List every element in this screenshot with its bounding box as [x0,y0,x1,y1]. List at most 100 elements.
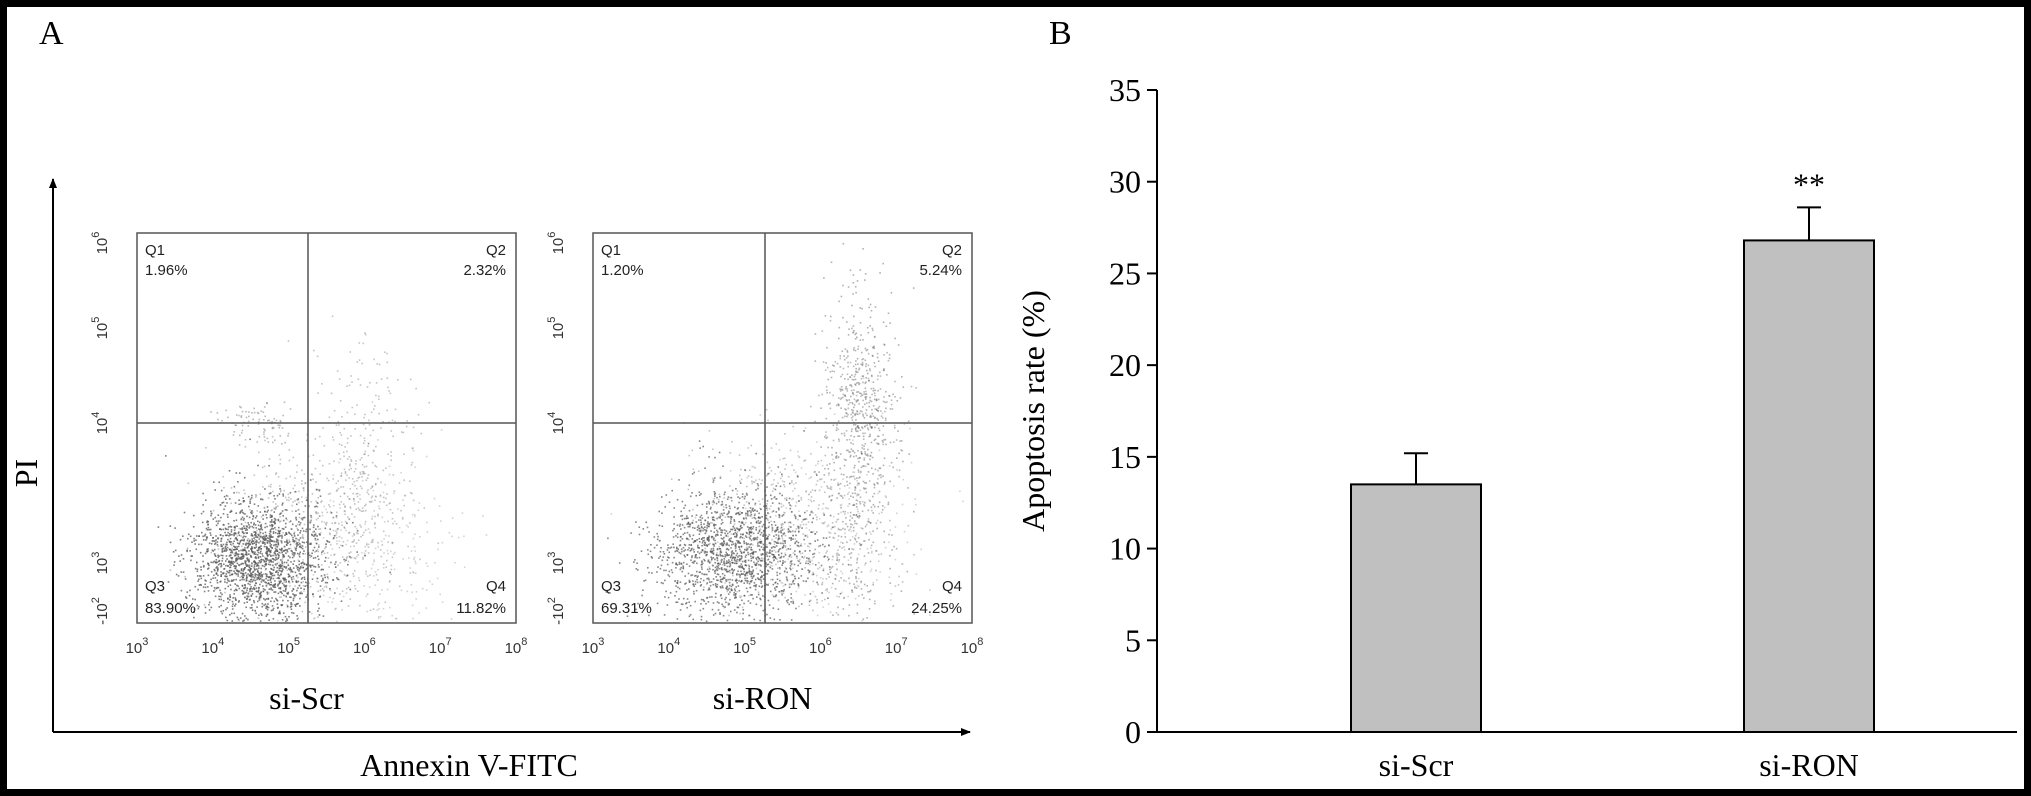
flow-dot [289,606,292,608]
flow-dot [779,572,781,575]
flow-dot [242,556,245,558]
flow-dot [864,451,866,453]
flow-dot [204,583,206,586]
flow-dot [774,531,777,534]
flow-dot [273,584,276,587]
flow-dot [186,549,188,552]
flow-dot [776,582,779,585]
flow-dot [372,563,374,566]
flow-dot [309,564,311,566]
flow-dot [668,557,670,559]
flow-dot [236,589,238,592]
flow-dot [358,577,360,579]
flow-dot [317,392,319,394]
flow-dot [718,493,721,496]
flow-dot [720,529,722,531]
flow-dot [642,589,644,591]
flow-dot [737,512,739,515]
flow-dot [207,550,209,552]
flow-dot [274,508,276,510]
flow-dot [250,541,253,544]
flow-dot [303,576,306,579]
flow-dot [740,566,742,569]
flow-dot [704,541,706,544]
flow-dot [746,512,748,514]
flow-dot [295,510,297,512]
flow-dot [716,552,718,554]
flow-dot [740,546,743,548]
flow-dot [822,522,825,525]
flow-dot [755,479,757,482]
flow-dot [235,512,237,514]
flow-dot [198,575,201,577]
flow-dot [244,572,247,574]
flow-dot [377,513,379,516]
flow-dot [244,596,246,599]
flow-dot [362,510,365,512]
flow-dot [688,534,691,536]
flow-dot [274,547,277,550]
flow-dot [754,517,757,520]
flow-dot [716,573,719,575]
flow-dot [706,551,708,553]
flow-dot [607,537,609,540]
flow-dot [165,455,167,457]
flow-dot [782,533,784,535]
flow-dot [367,528,370,530]
flow-dot [255,595,258,598]
flow-dot [277,519,280,522]
flow-dot [356,487,358,490]
flow-dot [251,580,254,583]
flow-dot [882,321,885,324]
flow-dot [795,501,798,504]
flow-dot [786,578,788,580]
flow-dot [794,577,796,580]
flow-dot [451,517,454,519]
flow-dot [779,619,781,621]
flow-dot [225,608,227,611]
flow-dot [730,496,733,499]
flow-dot [860,571,863,573]
flow-dot [217,545,219,547]
flow-dot [738,580,740,582]
flow-dot [756,562,758,564]
flow-dot [246,596,249,599]
flow-dot [383,501,385,503]
flow-dot [783,533,785,536]
flow-dot [834,578,837,580]
flow-dot [835,563,838,565]
flow-dot [234,552,237,554]
flow-dot [792,425,794,428]
flow-dot [686,523,688,525]
flow-dot [791,481,793,484]
flow-dot [336,578,339,581]
flow-dot [701,572,703,575]
flow-dot [222,554,224,557]
flow-dot [756,572,759,575]
flow-dot [804,535,807,537]
flow-dot [319,534,321,536]
flow-dot [403,504,405,507]
flow-dot [737,606,740,609]
flow-dot [274,532,277,534]
flow-dot [229,614,231,616]
flow-dot [253,560,256,562]
flow-dot [355,463,357,465]
flow-dot [743,504,745,506]
flow-dot [783,485,786,488]
flow-dot [364,554,366,557]
flow-dot [669,547,671,549]
flow-dot [351,381,353,383]
flow-dot [827,487,829,489]
flow-dot [347,563,349,566]
flow-dot [257,524,260,527]
flow-dot [244,560,246,562]
flow-dot [373,575,375,577]
flow-dot [745,549,748,552]
flow-dot [747,571,749,574]
flow-dot [838,438,840,441]
flow-dot [859,548,861,550]
flow-dot [250,595,253,597]
flow-dot [755,603,758,606]
flow-dot [696,529,699,531]
